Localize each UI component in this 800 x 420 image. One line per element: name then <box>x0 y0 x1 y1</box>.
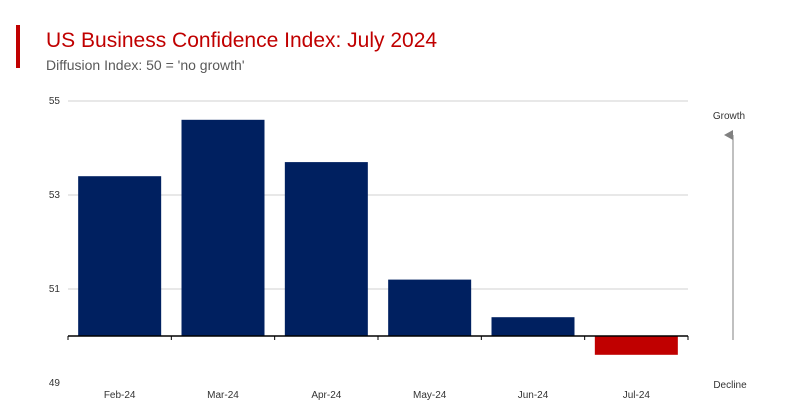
x-tick-label: Feb-24 <box>104 390 136 401</box>
growth-arrow: Growth Decline <box>713 111 747 391</box>
title-accent-bar <box>16 25 20 68</box>
y-tick-label: 51 <box>49 284 61 295</box>
x-axis-ticks: Feb-24 Mar-24 Apr-24 May-24 Jun-24 Jul-24 <box>104 390 651 401</box>
bar-Jun-24 <box>491 317 575 336</box>
y-axis-ticks: 49 51 53 55 <box>49 96 61 389</box>
x-tick-label: May-24 <box>413 390 447 401</box>
decline-label: Decline <box>713 380 747 391</box>
bar-Jul-24 <box>594 336 678 355</box>
bar-Mar-24 <box>181 119 265 336</box>
bar-May-24 <box>388 279 472 336</box>
growth-label: Growth <box>713 111 745 122</box>
x-axis <box>67 335 689 340</box>
gridlines <box>68 100 688 290</box>
x-tick-label: Jun-24 <box>518 390 549 401</box>
y-tick-label: 55 <box>49 96 61 107</box>
x-tick-label: Jul-24 <box>623 390 651 401</box>
chart-title: US Business Confidence Index: July 2024 <box>46 29 438 52</box>
y-tick-label: 53 <box>49 190 61 201</box>
y-tick-label: 49 <box>49 378 61 389</box>
x-tick-label: Apr-24 <box>311 390 341 401</box>
bar-Feb-24 <box>78 176 162 336</box>
bar-Apr-24 <box>284 162 368 336</box>
x-tick-label: Mar-24 <box>207 390 239 401</box>
bars <box>78 119 678 355</box>
chart-subtitle: Diffusion Index: 50 = 'no growth' <box>46 57 245 73</box>
